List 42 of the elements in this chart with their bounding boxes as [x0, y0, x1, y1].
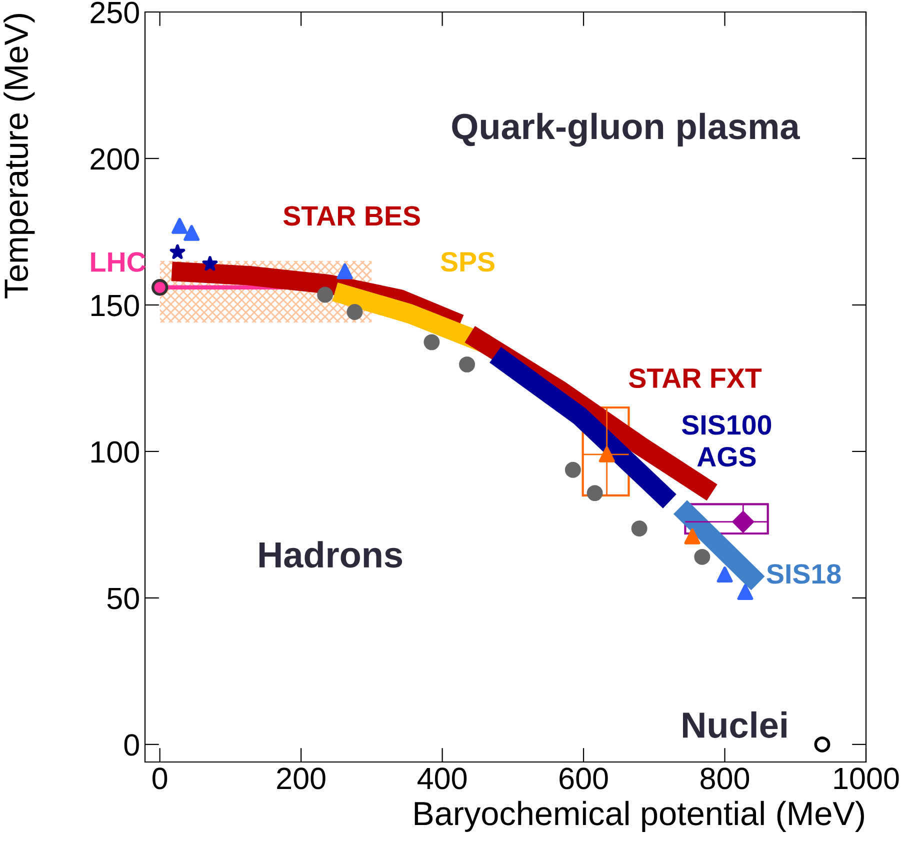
annotation: Quark-gluon plasma — [452, 112, 800, 147]
point — [564, 462, 581, 478]
point — [202, 256, 218, 271]
x-tick-label: 0 — [152, 768, 168, 790]
series-label: SPS — [440, 252, 494, 272]
y-tick-label: 0 — [124, 734, 139, 756]
y-tick-label: 50 — [107, 588, 139, 610]
series-label: STAR BES — [283, 206, 420, 226]
point — [586, 485, 603, 502]
point — [631, 520, 648, 536]
point — [151, 279, 168, 296]
point — [424, 334, 440, 350]
series-label: SIS18 — [766, 564, 841, 584]
x-tick-label: 800 — [700, 768, 750, 790]
x-tick-label: 600 — [560, 768, 608, 790]
series-label: SIS100 AGS — [682, 415, 772, 467]
point — [336, 263, 353, 280]
y-tick-label: 250 — [90, 2, 139, 24]
point — [459, 356, 475, 372]
point — [737, 584, 754, 600]
point — [172, 218, 188, 234]
y-tick-label: 100 — [91, 441, 139, 463]
point — [184, 224, 200, 241]
point — [317, 286, 334, 303]
x-tick-label: 200 — [277, 768, 326, 790]
x-axis-title: Baryochemical potential (MeV) — [414, 800, 864, 832]
x-tick-label: 1000 — [834, 768, 899, 790]
point — [694, 548, 710, 565]
annotation: Hadrons — [259, 541, 402, 568]
y-axis-title: Temperature (MeV) — [4, 14, 35, 298]
x-tick-label: 400 — [418, 768, 467, 790]
point — [684, 528, 700, 544]
point — [598, 446, 615, 462]
y-tick-label: 200 — [90, 148, 139, 170]
annotation: Nuclei — [683, 711, 786, 738]
point — [814, 736, 830, 752]
point — [716, 566, 733, 582]
series-label: STAR FXT — [628, 368, 762, 388]
point — [170, 244, 186, 259]
point — [346, 304, 363, 320]
point — [732, 511, 754, 532]
y-tick-label: 150 — [91, 294, 139, 316]
